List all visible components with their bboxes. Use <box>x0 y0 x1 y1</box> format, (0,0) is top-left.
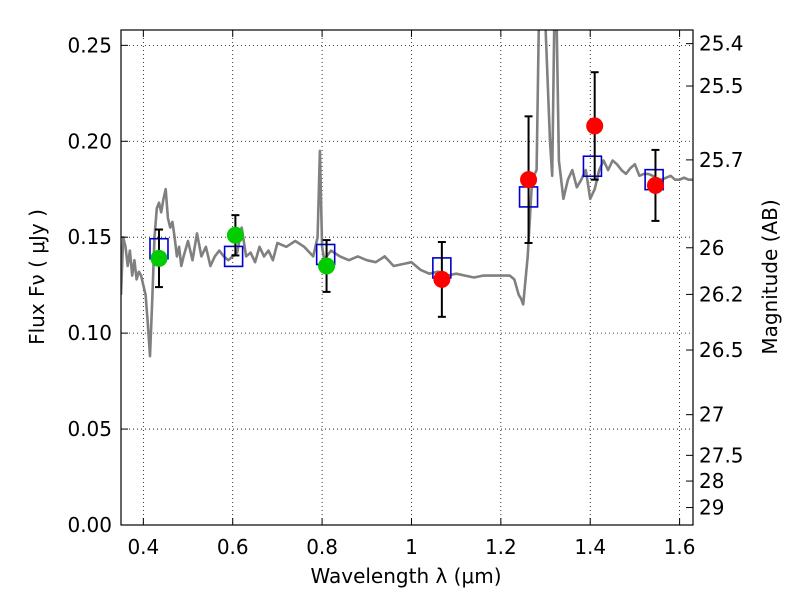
observed-red-point <box>646 176 664 194</box>
right-tick-label: 25.4 <box>699 32 744 56</box>
observed-green-point <box>150 249 168 267</box>
right-tick-label: 26 <box>699 236 724 260</box>
right-tick-label: 26.5 <box>699 338 744 362</box>
observed-red-point <box>586 117 604 135</box>
right-tick-label: 27 <box>699 403 724 427</box>
right-tick-label: 25.5 <box>699 74 744 98</box>
x-tick-label: 1.6 <box>664 535 696 559</box>
y-tick-label: 0.15 <box>67 225 112 249</box>
right-tick-label: 25.7 <box>699 148 744 172</box>
y-tick-label: 0.10 <box>67 321 112 345</box>
grid <box>121 30 693 525</box>
observed-red-point <box>520 171 538 189</box>
observed-red-point <box>433 270 451 288</box>
ticks: 0.4 0.6 0.8 1 1.2 1.4 1.6 0.00 0.05 0.10 0.15 0.20 0… <box>67 30 744 559</box>
model-photometry-marker <box>223 245 244 268</box>
y-axis-right-label: Magnitude (AB) <box>758 199 782 354</box>
series-layer <box>121 30 693 358</box>
y-tick-label: 0.25 <box>67 33 112 57</box>
x-tick-label: 1.2 <box>485 535 517 559</box>
y-tick-label: 0.00 <box>67 513 112 537</box>
right-tick-label: 28 <box>699 469 724 493</box>
right-tick-label: 29 <box>699 496 724 520</box>
x-tick-label: 1 <box>405 535 418 559</box>
y-axis-label: Flux Fν ( μJy ) <box>25 209 49 345</box>
y-tick-label: 0.05 <box>67 417 112 441</box>
y-tick-label: 0.20 <box>67 129 112 153</box>
observed-green-point <box>318 257 336 275</box>
x-tick-label: 0.4 <box>127 535 159 559</box>
x-tick-label: 1.4 <box>574 535 606 559</box>
plot-frame <box>120 29 694 526</box>
observed-green-point <box>226 226 244 244</box>
spectrum-line <box>121 30 693 358</box>
x-axis-label: Wavelength λ (μm) <box>310 564 501 588</box>
right-tick-label: 27.5 <box>699 443 744 467</box>
x-tick-label: 0.6 <box>217 535 249 559</box>
model-photometry-marker <box>582 155 603 178</box>
right-tick-label: 26.2 <box>699 282 744 306</box>
x-tick-label: 0.8 <box>306 535 338 559</box>
